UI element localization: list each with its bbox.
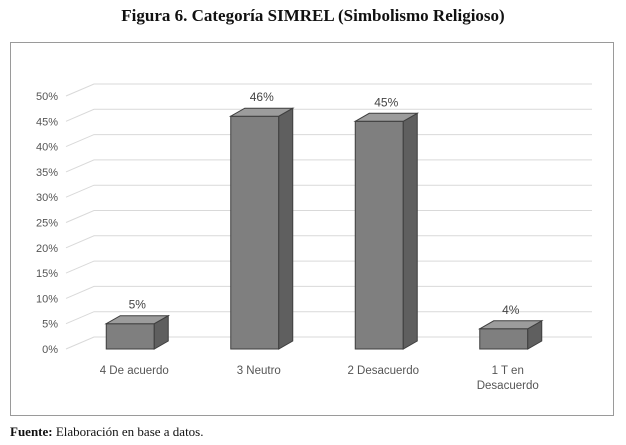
bars: [104, 107, 544, 350]
bar-top: [353, 112, 420, 122]
source-label: Fuente:: [10, 424, 53, 439]
y-tick-label: 0%: [42, 344, 58, 356]
bar-top: [477, 320, 544, 330]
gridline: [65, 134, 592, 148]
y-tick-label: 25%: [36, 218, 58, 230]
gridline: [65, 336, 592, 350]
y-tick-label: 50%: [36, 91, 58, 103]
y-tick-label: 40%: [36, 142, 58, 154]
y-tick-label: 35%: [36, 167, 58, 179]
source-note: Fuente: Elaboración en base a datos.: [10, 424, 204, 440]
chart-frame: [10, 42, 614, 416]
y-tick-label: 10%: [36, 293, 58, 305]
y-tick-label: 5%: [42, 319, 58, 331]
data-label: 5%: [129, 298, 147, 312]
bar-front: [230, 115, 280, 350]
gridlines: [65, 83, 592, 350]
x-category-label: Desacuerdo: [477, 380, 539, 392]
bar-side: [402, 112, 418, 350]
gridline: [65, 159, 592, 173]
data-label: 46%: [250, 90, 274, 104]
bar-top: [104, 315, 171, 325]
x-category-label: 1 T en: [492, 365, 524, 377]
bar-front: [479, 328, 529, 350]
x-axis-categories: 4 De acuerdo 3 Neutro 2 Desacuerdo 1 T en De…: [100, 365, 539, 392]
bar-front: [105, 323, 155, 350]
gridline: [65, 260, 592, 274]
y-tick-label: 15%: [36, 268, 58, 280]
bar-top: [228, 107, 295, 117]
gridline: [65, 184, 592, 198]
x-category-label: 2 Desacuerdo: [347, 365, 419, 377]
data-label: 45%: [374, 95, 398, 109]
y-tick-label: 20%: [36, 243, 58, 255]
figure-title: Figura 6. Categoría SIMREL (Simbolismo R…: [121, 6, 505, 25]
gridline: [65, 210, 592, 223]
gridline: [65, 108, 592, 122]
gridline: [65, 285, 592, 299]
x-category-label: 3 Neutro: [237, 365, 281, 377]
y-tick-label: 45%: [36, 116, 58, 128]
bar-chart: 0% 5% 10% 15% 20% 25% 30% 35% 40% 45% 50% 5% 46% 45%…: [36, 83, 592, 392]
gridline: [65, 83, 592, 97]
value-labels: 5% 46% 45% 4%: [129, 90, 520, 317]
bar-front: [354, 120, 404, 350]
bar-side: [278, 107, 294, 350]
y-axis-ticks: 0% 5% 10% 15% 20% 25% 30% 35% 40% 45% 50%: [36, 91, 58, 356]
source-text: Elaboración en base a datos.: [55, 424, 204, 439]
data-label: 4%: [502, 303, 520, 317]
x-category-label: 4 De acuerdo: [100, 365, 169, 377]
gridline: [65, 311, 592, 325]
gridline: [65, 235, 592, 249]
y-tick-label: 30%: [36, 192, 58, 204]
